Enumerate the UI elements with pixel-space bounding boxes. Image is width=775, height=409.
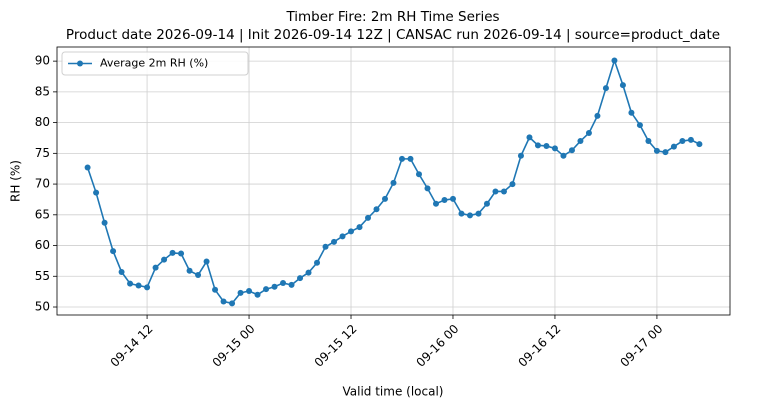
data-point bbox=[449, 195, 456, 202]
data-point bbox=[602, 85, 609, 92]
x-tick-label: 09-14 12 bbox=[108, 322, 156, 370]
data-point bbox=[382, 195, 389, 202]
data-point bbox=[152, 264, 159, 271]
y-tick-label: 70 bbox=[35, 177, 50, 191]
legend: Average 2m RH (%) bbox=[61, 51, 249, 76]
data-point bbox=[500, 188, 507, 195]
data-point bbox=[568, 147, 575, 154]
data-point bbox=[339, 233, 346, 240]
data-point bbox=[203, 258, 210, 265]
data-point bbox=[93, 189, 100, 196]
data-point bbox=[645, 138, 652, 145]
data-point bbox=[280, 280, 287, 287]
data-point bbox=[220, 298, 227, 305]
chart-title: Timber Fire: 2m RH Time Series bbox=[285, 9, 499, 25]
y-tick-label: 75 bbox=[35, 146, 50, 160]
data-point bbox=[432, 200, 439, 207]
data-point bbox=[636, 122, 643, 129]
data-point bbox=[577, 138, 584, 145]
data-point bbox=[687, 136, 694, 143]
data-point bbox=[288, 281, 295, 288]
data-point bbox=[441, 197, 448, 204]
y-axis-label: RH (%) bbox=[9, 160, 23, 202]
data-point bbox=[670, 143, 677, 150]
data-point bbox=[84, 164, 91, 171]
data-point bbox=[653, 147, 660, 154]
data-point bbox=[110, 248, 117, 255]
data-point bbox=[237, 289, 244, 296]
data-point bbox=[466, 212, 473, 219]
y-tick-label: 90 bbox=[35, 54, 50, 68]
data-point bbox=[178, 250, 185, 257]
data-point bbox=[526, 134, 533, 141]
data-point bbox=[509, 181, 516, 188]
data-point bbox=[475, 210, 482, 217]
legend-box bbox=[61, 51, 249, 76]
data-point bbox=[398, 155, 405, 162]
y-tick-label: 55 bbox=[35, 269, 50, 283]
data-point bbox=[229, 300, 236, 307]
data-point bbox=[492, 188, 499, 195]
data-point bbox=[135, 282, 142, 289]
legend-marker bbox=[77, 60, 83, 67]
data-point bbox=[517, 152, 524, 159]
data-point bbox=[101, 219, 108, 226]
data-point bbox=[118, 268, 125, 275]
plot-frame bbox=[56, 46, 731, 316]
data-point bbox=[195, 272, 202, 279]
data-point bbox=[314, 259, 321, 266]
data-point bbox=[424, 185, 431, 192]
data-point bbox=[127, 280, 134, 287]
data-point bbox=[543, 142, 550, 149]
data-point bbox=[662, 149, 669, 156]
data-point bbox=[594, 112, 601, 119]
data-point bbox=[161, 256, 168, 263]
data-point bbox=[679, 138, 686, 145]
data-point bbox=[322, 243, 329, 250]
data-point bbox=[263, 286, 270, 293]
x-tick-label: 09-15 12 bbox=[312, 322, 360, 370]
legend-label: Average 2m RH (%) bbox=[100, 57, 208, 70]
data-point bbox=[186, 267, 193, 274]
x-axis-label: Valid time (local) bbox=[343, 385, 444, 399]
y-tick-label: 65 bbox=[35, 207, 50, 221]
data-point bbox=[212, 286, 219, 293]
data-point bbox=[611, 57, 618, 64]
chart-subtitle: Product date 2026-09-14 | Init 2026-09-1… bbox=[66, 27, 720, 43]
data-point bbox=[560, 152, 567, 159]
data-point bbox=[254, 291, 261, 298]
data-point bbox=[585, 130, 592, 137]
data-point bbox=[458, 210, 465, 217]
data-point bbox=[246, 288, 253, 295]
data-point bbox=[628, 109, 635, 116]
data-point bbox=[551, 145, 558, 152]
data-point bbox=[348, 228, 355, 235]
data-point bbox=[169, 249, 176, 256]
data-point bbox=[696, 141, 703, 148]
data-point bbox=[407, 155, 414, 162]
x-tick-label: 09-15 00 bbox=[210, 322, 258, 370]
y-tick-label: 50 bbox=[35, 300, 50, 314]
y-tick-label: 80 bbox=[35, 115, 50, 129]
x-tick-label: 09-16 12 bbox=[515, 322, 563, 370]
data-point bbox=[356, 224, 363, 231]
data-point bbox=[365, 214, 372, 221]
x-tick-label: 09-17 00 bbox=[617, 322, 665, 370]
data-point bbox=[271, 283, 278, 290]
data-point bbox=[390, 179, 397, 186]
data-point bbox=[297, 275, 304, 282]
data-point bbox=[415, 171, 422, 178]
data-point bbox=[534, 142, 541, 149]
y-tick-label: 60 bbox=[35, 238, 50, 252]
data-point bbox=[483, 200, 490, 207]
data-point bbox=[373, 206, 380, 213]
data-point bbox=[331, 238, 338, 245]
data-point bbox=[305, 269, 312, 276]
data-point bbox=[619, 82, 626, 89]
y-tick-label: 85 bbox=[35, 84, 50, 98]
data-point bbox=[144, 284, 151, 291]
x-tick-label: 09-16 00 bbox=[414, 322, 462, 370]
